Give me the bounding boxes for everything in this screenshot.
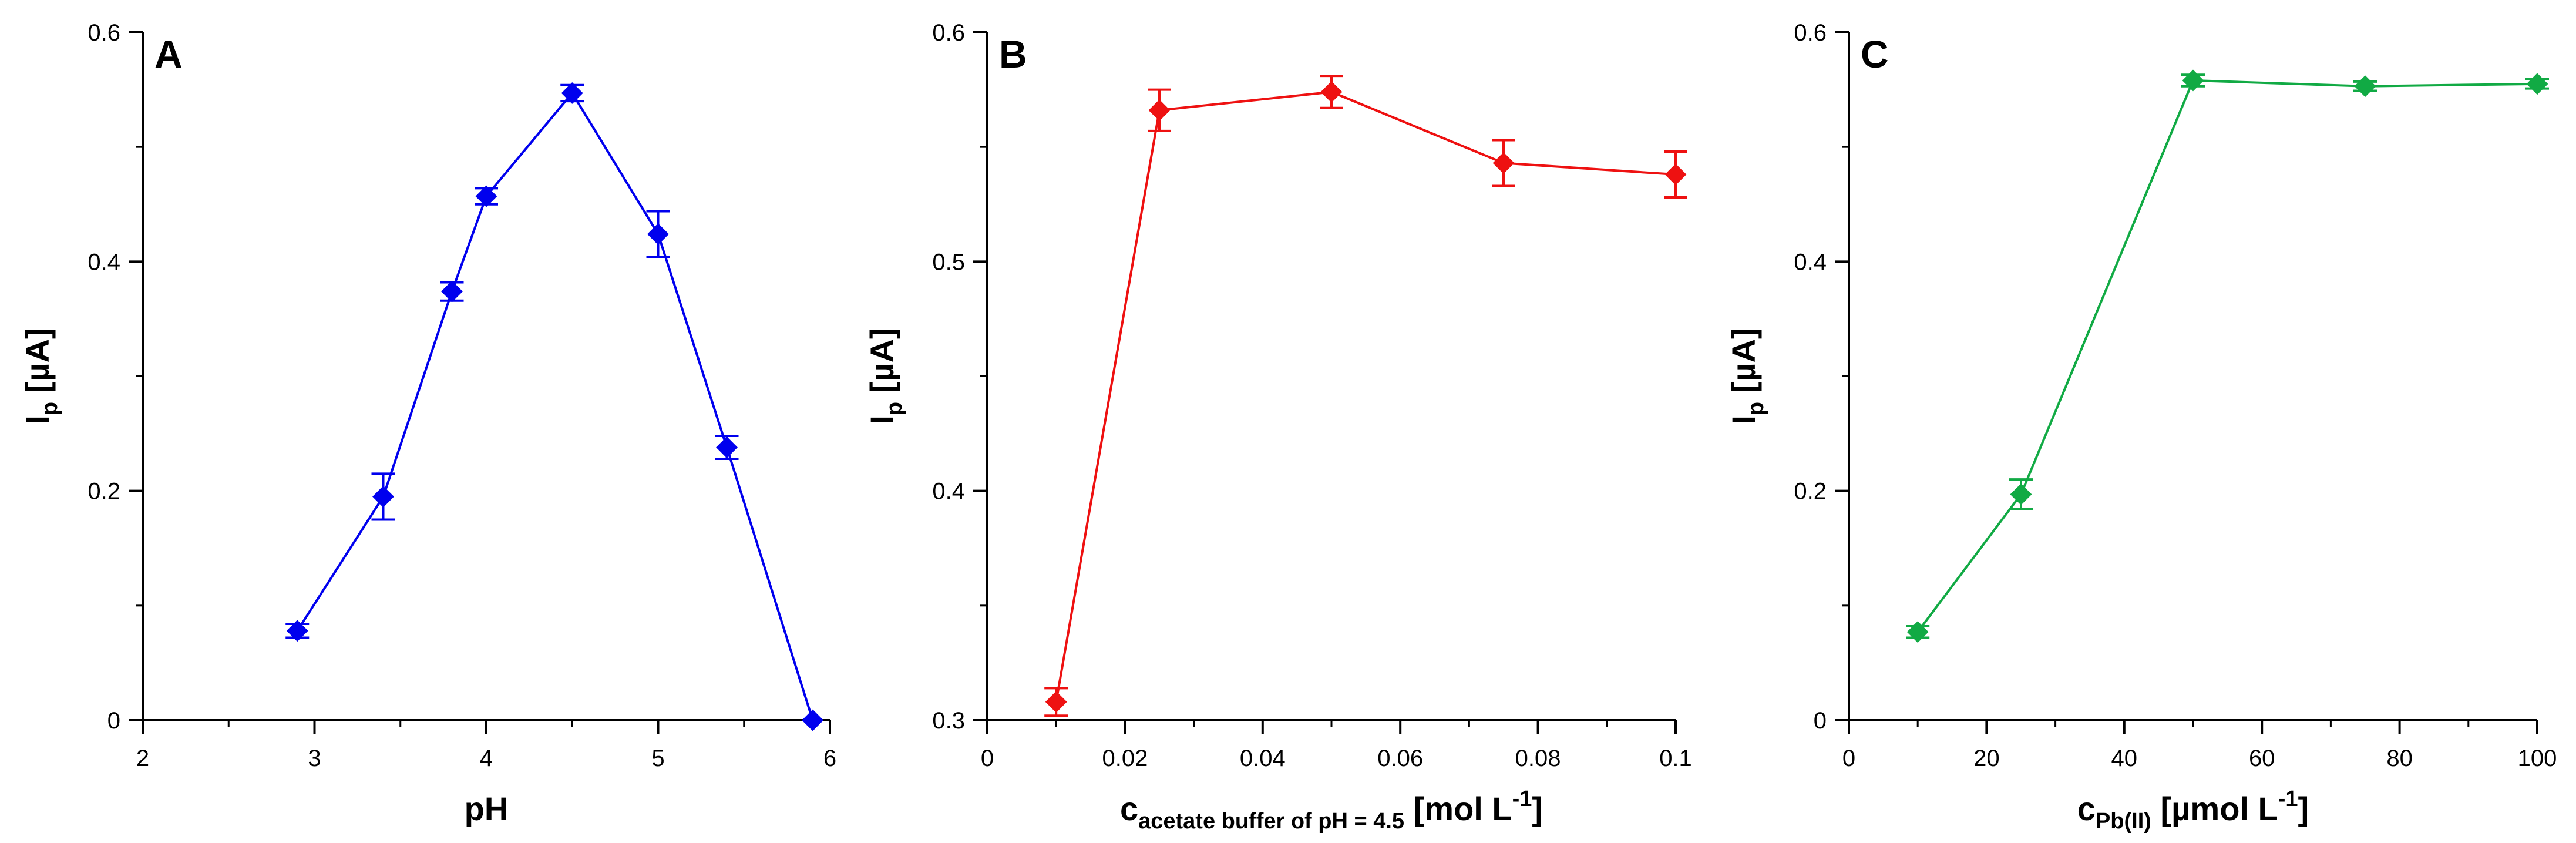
- data-point: [647, 223, 669, 245]
- panel-b: 0 0.02 0.04 0.06 0.08 0.1 0.3 0.4 0.5 0.6 Bcacetat…: [863, 20, 1692, 834]
- data-point: [2354, 75, 2376, 98]
- y-axis-title: Ip [µA]: [19, 328, 62, 424]
- x-tick-label: 0: [981, 745, 994, 771]
- x-axis-title: cPb(II) [µmol L-1]: [2077, 787, 2309, 834]
- y-tick-label: 0.4: [1794, 249, 1827, 275]
- x-tick-label: 20: [1973, 745, 2000, 771]
- y-tick-label: 0.6: [88, 20, 120, 46]
- y-tick-label: 0.4: [88, 249, 120, 275]
- x-tick-label: 0.02: [1102, 745, 1148, 771]
- x-tick-label: 4: [480, 745, 493, 771]
- series-line: [1916, 79, 2538, 633]
- panel-label: B: [999, 32, 1027, 76]
- data-point: [286, 620, 308, 642]
- x-tick-label: 40: [2111, 745, 2138, 771]
- x-tick-label: 6: [823, 745, 836, 771]
- data-point: [1906, 621, 1929, 643]
- x-tick-label: 5: [651, 745, 664, 771]
- data-point: [1320, 81, 1343, 103]
- y-tick-label: 0.6: [1794, 20, 1827, 46]
- x-tick-label: 60: [2249, 745, 2275, 771]
- x-tick-label: 0.06: [1377, 745, 1423, 771]
- x-tick-label: 2: [136, 745, 149, 771]
- x-tick-label: 80: [2386, 745, 2413, 771]
- panel-a: 2 3 4 5 6 0 0.2 0.4 0.6 ApH Ip [µA]: [19, 20, 836, 827]
- y-tick-label: 0.3: [932, 708, 965, 734]
- y-tick-label: 0.5: [932, 249, 965, 275]
- x-tick-label: 0: [1842, 745, 1855, 771]
- x-tick-label: 3: [308, 745, 321, 771]
- x-tick-label: 0.04: [1240, 745, 1286, 771]
- data-point: [561, 82, 583, 104]
- y-tick-label: 0.2: [1794, 479, 1827, 505]
- x-tick-label: 0.08: [1515, 745, 1561, 771]
- data-point: [2526, 73, 2548, 95]
- series-line: [296, 91, 814, 721]
- data-point: [1045, 691, 1067, 713]
- series-line: [1055, 90, 1676, 703]
- data-point: [1664, 163, 1687, 186]
- x-axis-title: pH: [465, 790, 509, 827]
- data-point: [372, 486, 394, 508]
- y-axis-title: Ip [µA]: [863, 328, 907, 424]
- x-tick-label: 0.1: [1659, 745, 1692, 771]
- panel-label: C: [1861, 32, 1889, 76]
- y-tick-label: 0.6: [932, 20, 965, 46]
- data-point: [2182, 69, 2204, 92]
- data-point: [716, 436, 738, 458]
- data-point: [441, 280, 463, 303]
- panel-label: A: [154, 32, 183, 76]
- data-point: [1148, 99, 1171, 122]
- data-point: [475, 185, 497, 207]
- data-point: [2010, 483, 2032, 505]
- y-tick-label: 0: [107, 708, 120, 734]
- y-tick-label: 0: [1814, 708, 1827, 734]
- y-tick-label: 0.4: [932, 479, 965, 505]
- x-tick-label: 100: [2518, 745, 2557, 771]
- x-axis-title: cacetate buffer of pH = 4.5 [mol L-1]: [1120, 787, 1543, 834]
- data-point: [802, 709, 824, 731]
- data-point: [1492, 152, 1515, 174]
- y-tick-label: 0.2: [88, 479, 120, 505]
- y-axis-title: Ip [µA]: [1725, 328, 1768, 424]
